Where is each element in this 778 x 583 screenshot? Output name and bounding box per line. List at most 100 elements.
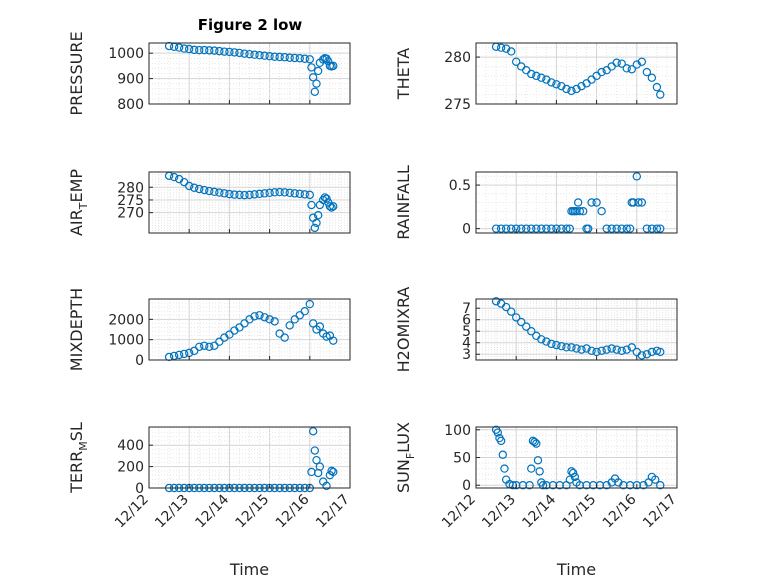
data-point: [305, 55, 314, 64]
data-point: [522, 322, 531, 331]
data-point: [637, 351, 647, 360]
data-point: [200, 45, 209, 55]
data-point: [290, 53, 299, 63]
ylabel: TERRMSL: [67, 422, 90, 494]
data-point: [280, 333, 289, 342]
data-point: [235, 323, 244, 332]
y-tick-label: 3: [462, 347, 471, 363]
data-point: [542, 337, 551, 346]
y-tick-label: 4: [462, 336, 471, 352]
y-tick-label: 0: [462, 222, 471, 238]
data-point: [329, 467, 338, 477]
data-point: [215, 337, 224, 346]
data-point: [245, 190, 254, 200]
data-point: [174, 350, 184, 360]
data-point: [235, 48, 244, 58]
data-point: [587, 198, 596, 207]
data-point: [597, 67, 606, 77]
data-point: [506, 307, 516, 316]
data-point: [260, 51, 269, 60]
data-point: [501, 224, 511, 233]
y-tick-label: 0.5: [449, 178, 471, 194]
data-point: [270, 317, 279, 326]
data-point: [308, 73, 318, 82]
data-point: [290, 315, 299, 324]
data-point: [647, 347, 657, 357]
data-point: [255, 189, 264, 199]
data-point: [305, 299, 314, 309]
y-tick-label: 7: [462, 301, 471, 317]
data-point: [285, 188, 294, 198]
data-point: [538, 481, 548, 490]
data-point: [225, 189, 234, 199]
ylabel: PRESSURE: [67, 31, 86, 115]
data-point: [290, 189, 299, 198]
data-point: [522, 224, 531, 233]
data-point: [260, 313, 269, 322]
data-point: [315, 462, 325, 471]
data-point: [506, 47, 516, 56]
data-point: [582, 344, 591, 353]
data-point: [205, 342, 214, 351]
xlabel: Time: [229, 560, 269, 579]
data-point: [275, 52, 284, 62]
data-point: [567, 343, 576, 352]
data-point: [190, 45, 199, 55]
xlabel: Time: [556, 560, 596, 579]
subplot-mixdepth: 0 1000 2000 MIXDEPTH: [67, 288, 351, 371]
ylabel: MIXDEPTH: [67, 288, 86, 371]
data-point: [265, 52, 274, 61]
data-point: [174, 43, 184, 52]
data-point: [322, 481, 331, 491]
data-point: [527, 464, 536, 473]
data-point: [572, 344, 581, 353]
data-point: [280, 53, 289, 62]
data-point: [597, 346, 606, 355]
data-point: [592, 198, 601, 207]
data-point: [652, 224, 662, 233]
data-point: [622, 64, 631, 73]
axes-box: [475, 42, 678, 105]
data-point: [530, 437, 539, 447]
data-point: [164, 352, 174, 362]
data-point: [562, 84, 571, 94]
ylabel: RAINFALL: [394, 165, 413, 240]
data-point: [329, 336, 338, 345]
data-point: [656, 481, 665, 490]
data-point: [570, 472, 580, 482]
data-point: [245, 49, 254, 59]
data-point: [562, 343, 571, 352]
y-tick-label: 6: [462, 313, 471, 329]
data-point: [573, 198, 583, 207]
data-point: [230, 48, 239, 57]
data-point: [300, 54, 309, 63]
data-point: [179, 349, 189, 359]
data-point: [617, 59, 626, 68]
y-tick-label: 1000: [108, 46, 144, 62]
data-point: [632, 172, 642, 181]
data-point: [205, 46, 214, 55]
data-point: [319, 55, 328, 64]
data-point: [535, 467, 544, 476]
data-point: [656, 90, 665, 99]
data-point: [584, 224, 593, 233]
y-tick-label: 200: [117, 460, 144, 476]
data-point: [270, 52, 279, 61]
data-point: [579, 207, 588, 216]
data-point: [565, 224, 575, 233]
data-point: [617, 346, 626, 355]
data-point: [275, 329, 284, 338]
data-point: [265, 315, 274, 324]
data-point: [656, 224, 665, 233]
data-point: [308, 427, 318, 436]
y-tick-label: 0: [135, 481, 144, 497]
data-point: [568, 468, 578, 478]
data-point: [547, 224, 556, 233]
data-point: [527, 69, 536, 79]
axes-box: [475, 171, 678, 234]
data-point: [329, 61, 338, 71]
data-point: [235, 190, 244, 200]
